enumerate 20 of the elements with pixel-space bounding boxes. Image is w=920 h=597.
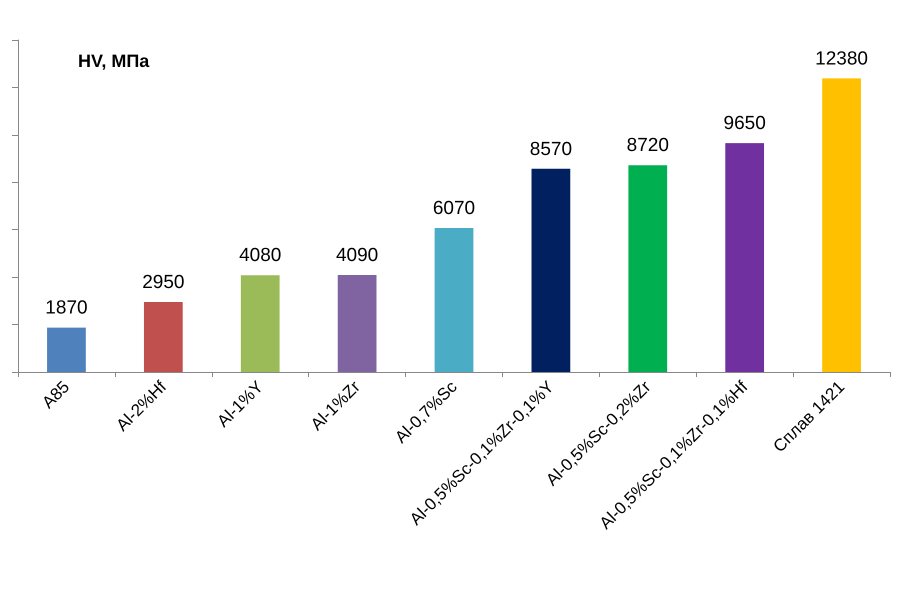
data-label: 4090 xyxy=(336,245,378,266)
bar xyxy=(822,78,861,372)
data-label: 9650 xyxy=(724,113,766,134)
data-label: 1870 xyxy=(45,298,88,319)
bar xyxy=(47,328,86,372)
data-label: 8570 xyxy=(530,138,572,160)
data-label: 4080 xyxy=(239,245,282,266)
x-tick-label: A85 xyxy=(38,377,74,412)
bar xyxy=(532,168,570,372)
data-label: 2950 xyxy=(142,272,184,294)
bar xyxy=(240,275,280,372)
bar xyxy=(144,302,183,372)
bar xyxy=(338,275,376,372)
y-axis-title: HV, МПа xyxy=(78,51,150,71)
data-label: 6070 xyxy=(432,198,476,220)
data-label: 12380 xyxy=(815,48,868,70)
bar xyxy=(434,228,474,372)
data-label: 8720 xyxy=(626,135,669,156)
bar xyxy=(628,165,668,372)
bar xyxy=(725,143,764,372)
